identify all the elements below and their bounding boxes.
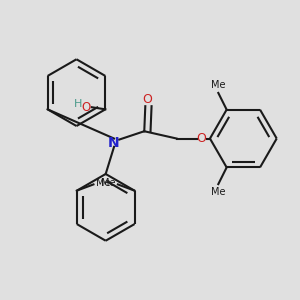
Text: N: N bbox=[108, 136, 120, 150]
Text: Me: Me bbox=[95, 178, 110, 188]
Text: O: O bbox=[142, 93, 152, 106]
Text: O: O bbox=[82, 101, 91, 114]
Text: Me: Me bbox=[211, 187, 226, 197]
Text: O: O bbox=[197, 132, 207, 145]
Text: H: H bbox=[74, 99, 82, 109]
Text: Me: Me bbox=[211, 80, 226, 90]
Text: Me: Me bbox=[101, 178, 116, 188]
